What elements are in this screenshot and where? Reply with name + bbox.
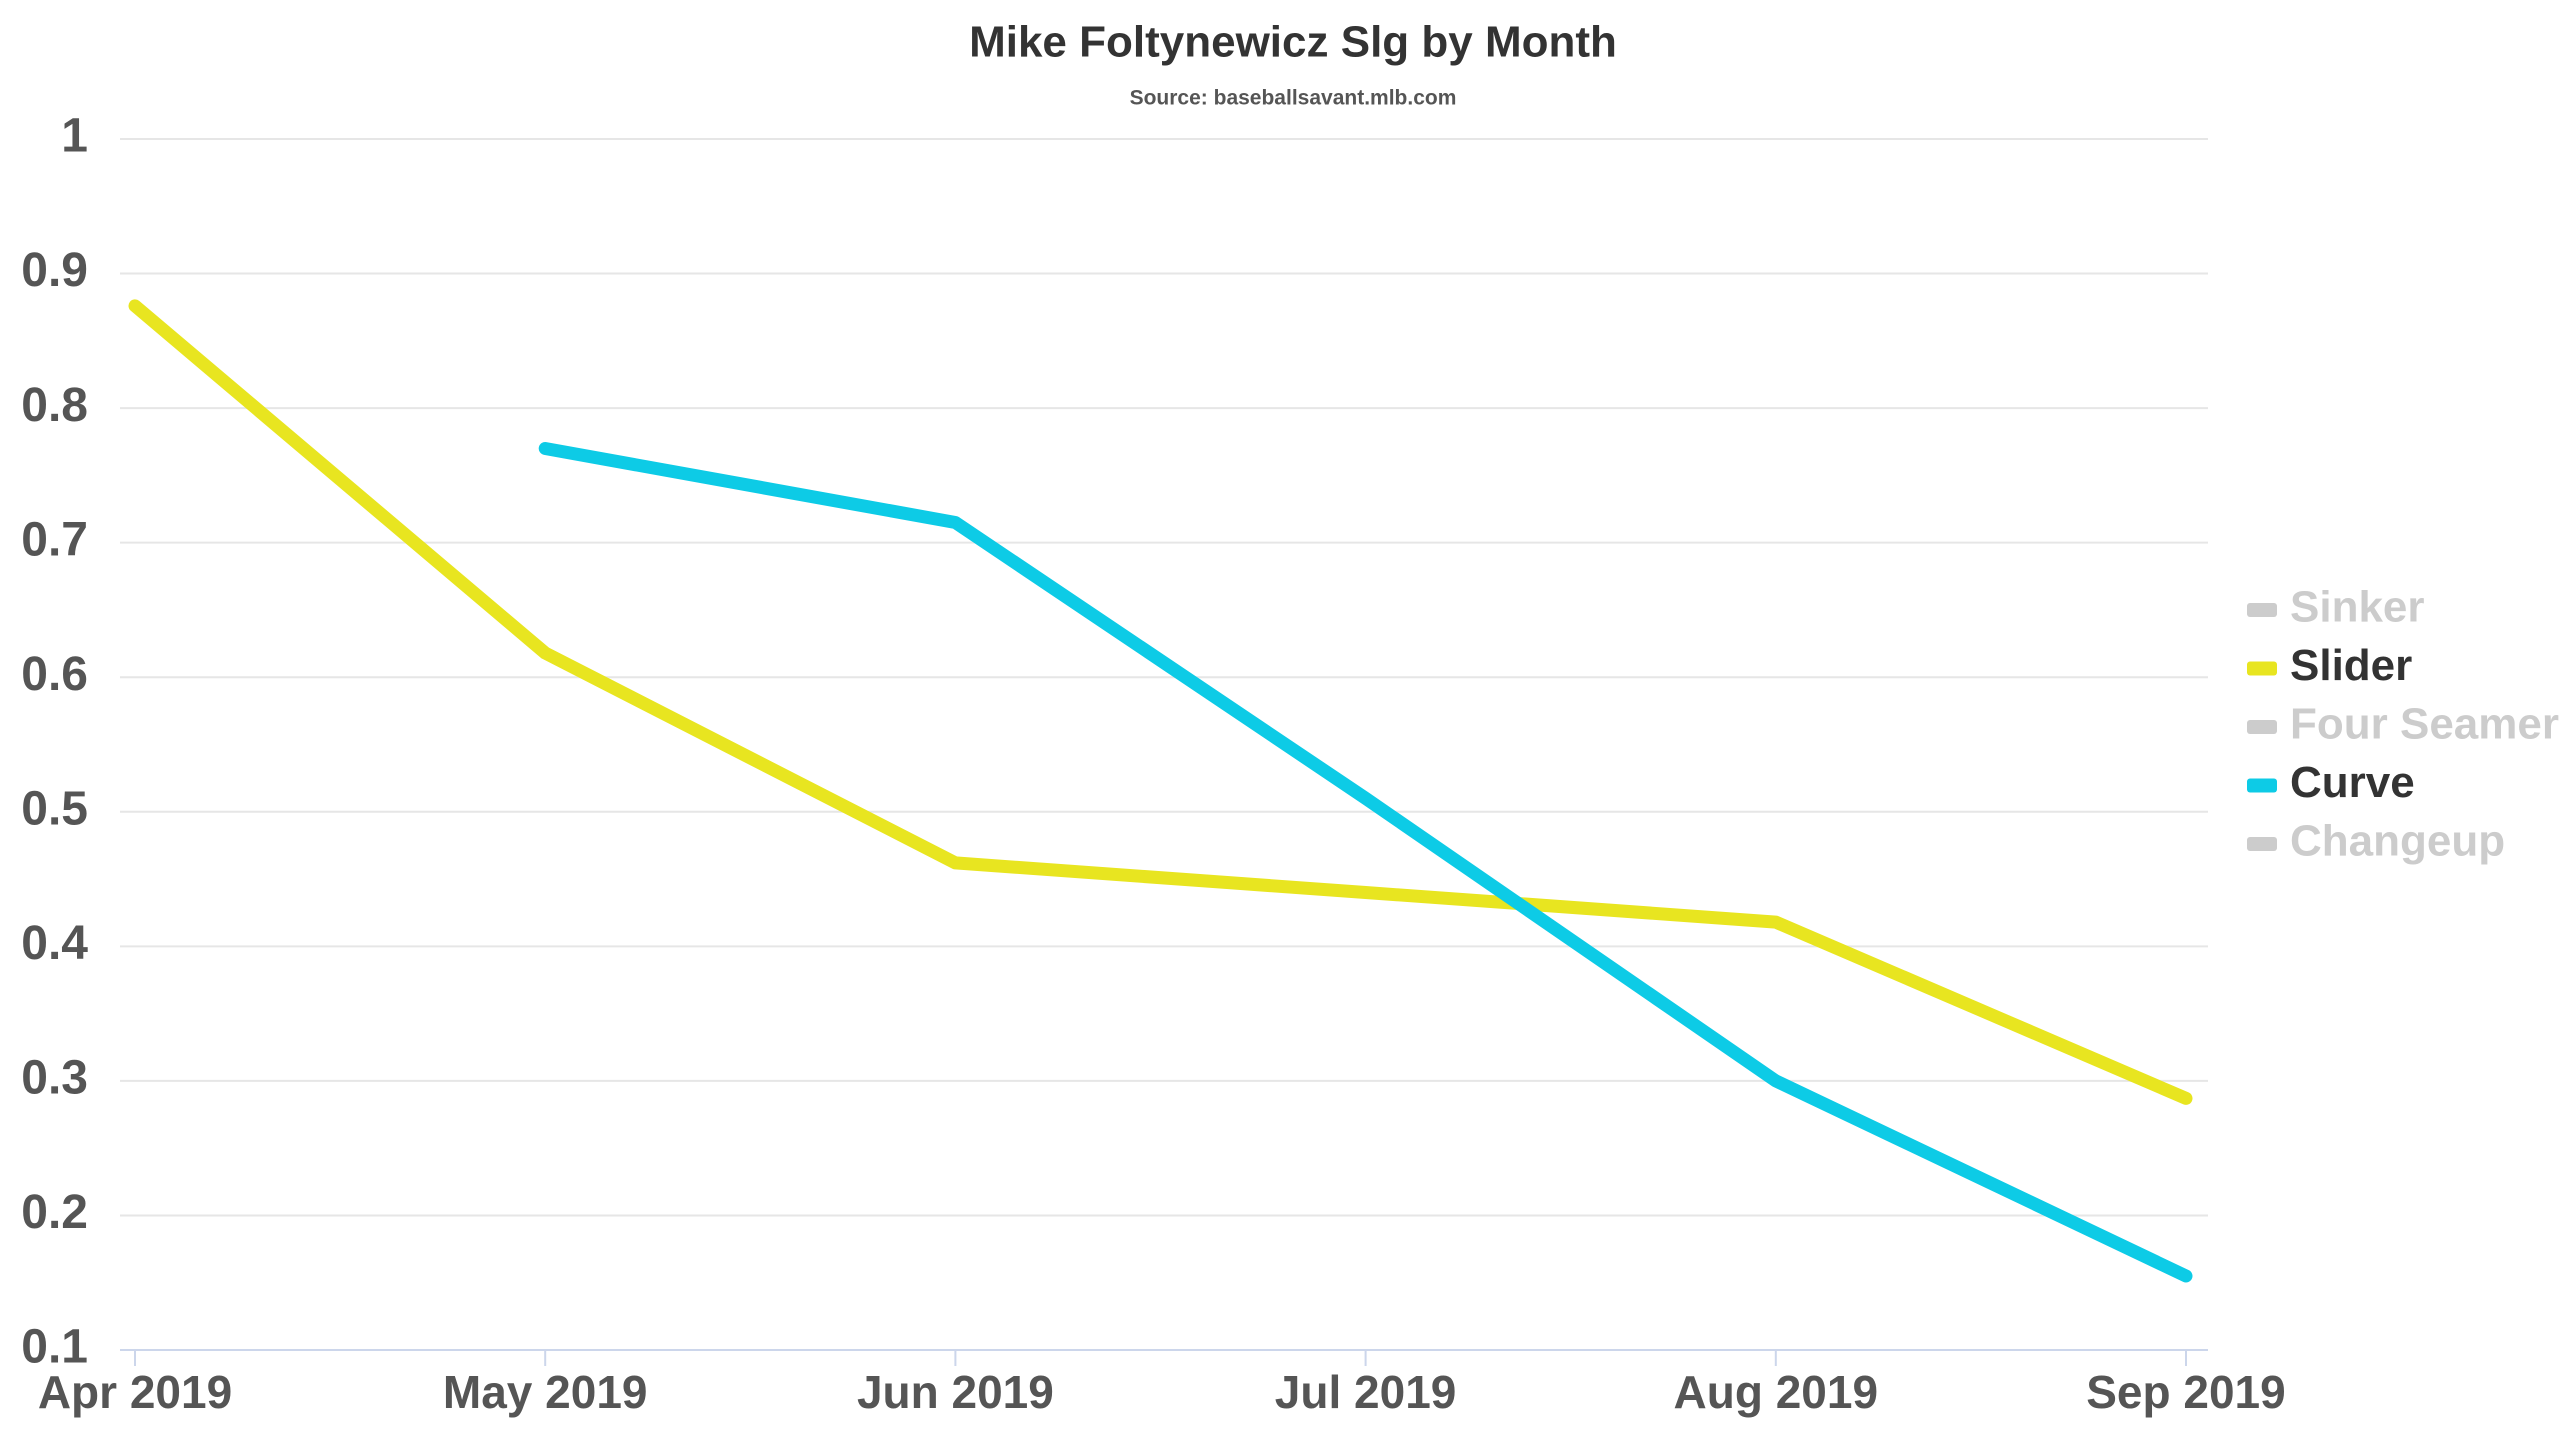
legend-label: Curve <box>2290 758 2415 807</box>
y-tick-label: 0.7 <box>21 513 88 566</box>
y-tick-label: 1 <box>61 110 88 163</box>
y-tick-label: 0.6 <box>21 648 88 701</box>
x-tick-label: Jun 2019 <box>857 1366 1054 1418</box>
legend-swatch <box>2247 837 2277 851</box>
chart-subtitle: Source: baseballsavant.mlb.com <box>1130 87 1457 110</box>
x-tick-label: May 2019 <box>443 1366 648 1418</box>
legend-swatch <box>2247 720 2277 734</box>
x-tick-label: Jul 2019 <box>1275 1366 1457 1418</box>
legend-swatch <box>2247 661 2277 676</box>
x-tick-label: Aug 2019 <box>1674 1366 1879 1418</box>
x-tick-label: Apr 2019 <box>38 1366 232 1418</box>
y-tick-label: 0.4 <box>21 917 88 970</box>
legend-label: Four Seamer <box>2290 700 2559 749</box>
legend-label: Sinker <box>2290 583 2425 632</box>
chart-title: Mike Foltynewicz Slg by Month <box>969 18 1617 67</box>
legend-label: Slider <box>2290 641 2412 690</box>
legend-swatch <box>2247 603 2277 617</box>
series-line <box>128 299 2193 1105</box>
y-tick-label: 0.3 <box>21 1052 88 1105</box>
y-tick-label: 0.2 <box>21 1186 88 1239</box>
legend-swatch <box>2247 778 2277 793</box>
legend-label: Changeup <box>2290 817 2505 866</box>
y-tick-label: 0.9 <box>21 244 88 297</box>
y-tick-label: 0.1 <box>21 1321 88 1374</box>
series-line <box>538 441 2193 1283</box>
y-tick-label: 0.8 <box>21 379 88 432</box>
x-tick-label: Sep 2019 <box>2086 1366 2285 1418</box>
y-tick-label: 0.5 <box>21 782 88 835</box>
